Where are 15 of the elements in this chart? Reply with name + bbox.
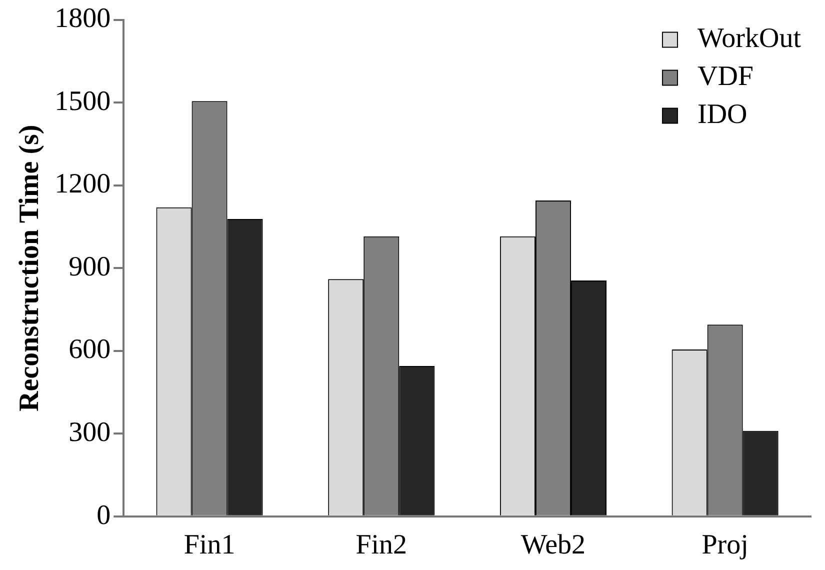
- x-tick-label: Fin1: [184, 530, 236, 561]
- x-tick-label: Proj: [702, 530, 748, 561]
- y-tick-label: 900: [68, 251, 111, 282]
- x-tick-label: Web2: [520, 530, 586, 561]
- legend-label: VDF: [697, 61, 754, 92]
- x-tick-label: Fin2: [356, 530, 408, 561]
- y-tick-label: 300: [68, 416, 111, 448]
- legend-label: IDO: [697, 99, 748, 130]
- y-tick-label: 1200: [54, 168, 111, 200]
- y-axis-title: Reconstruction Time (s): [14, 124, 46, 412]
- legend-label: WorkOut: [697, 23, 802, 54]
- y-tick-label: 1500: [54, 86, 111, 117]
- y-tick-label: 1800: [54, 3, 111, 34]
- y-tick-label: 600: [68, 334, 111, 366]
- y-tick-label: 0: [96, 500, 111, 531]
